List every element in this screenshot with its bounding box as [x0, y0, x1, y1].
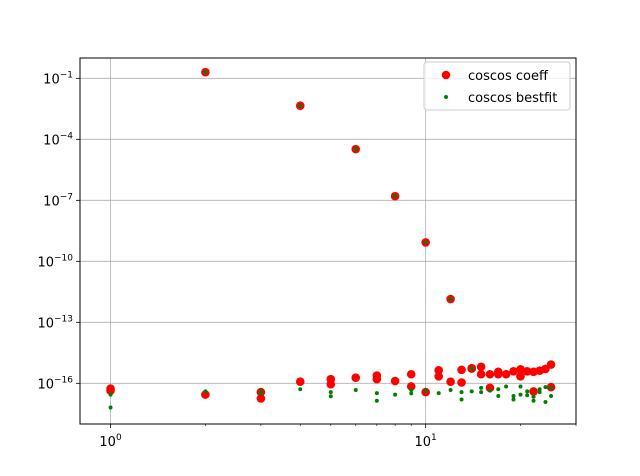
- data-point-coscos-bestfit-26: [469, 389, 474, 394]
- axes-frame: [79, 57, 577, 425]
- data-point-coscos-coeff-36: [516, 365, 525, 374]
- data-point-coscos-bestfit-37: [525, 389, 530, 394]
- data-point-coscos-bestfit-2: [203, 70, 208, 75]
- data-point-coscos-coeff-3: [201, 390, 210, 399]
- data-point-coscos-bestfit-41: [537, 387, 542, 392]
- data-point-coscos-bestfit-25: [469, 366, 474, 371]
- plot-area: 100 101 10−16 10−13 10−10 10−7 10−4 10−1: [37, 57, 577, 450]
- data-point-coscos-bestfit-34: [511, 397, 516, 402]
- data-point-coscos-coeff-28: [476, 362, 486, 372]
- data-point-coscos-coeff-30: [485, 369, 495, 379]
- data-point-coscos-coeff-15: [390, 376, 400, 386]
- data-point-coscos-bestfit-11: [353, 388, 358, 392]
- data-point-coscos-coeff-25: [457, 378, 466, 387]
- data-point-coscos-bestfit-5: [258, 391, 263, 396]
- y-tick-label-3: 10−7: [43, 192, 73, 209]
- data-point-coscos-coeff-37: [516, 372, 525, 381]
- data-point-coscos-bestfit-15: [393, 392, 398, 397]
- data-point-coscos-bestfit-10: [353, 147, 358, 152]
- data-point-coscos-coeff-16: [406, 369, 416, 379]
- data-point-coscos-coeff-5: [256, 394, 266, 403]
- data-point-coscos-coeff-9: [326, 379, 336, 389]
- axes-background: [80, 58, 576, 424]
- legend: coscos coeff coscos bestfit: [423, 61, 571, 111]
- data-point-coscos-coeff-35: [509, 367, 518, 376]
- y-tick-label-2: 10−10: [37, 253, 73, 270]
- data-point-coscos-bestfit-3: [203, 389, 208, 394]
- data-point-coscos-bestfit-28: [479, 390, 484, 395]
- x-tick-label-0: 100: [99, 433, 122, 450]
- data-point-coscos-bestfit-20: [436, 391, 441, 396]
- data-point-coscos-bestfit-12: [374, 391, 379, 396]
- x-tick-label-1: 101: [415, 433, 437, 450]
- data-point-coscos-coeff-33: [493, 369, 503, 379]
- data-point-coscos-bestfit-9: [328, 394, 333, 399]
- data-point-coscos-bestfit-42: [537, 390, 542, 395]
- data-point-coscos-coeff-20: [434, 365, 444, 375]
- data-point-coscos-bestfit-30: [496, 387, 501, 392]
- data-point-coscos-coeff-34: [501, 369, 511, 379]
- data-point-coscos-bestfit-32: [504, 384, 509, 389]
- data-point-coscos-coeff-31: [485, 383, 495, 393]
- data-point-coscos-bestfit-6: [298, 103, 303, 108]
- data-point-coscos-bestfit-31: [496, 393, 501, 398]
- data-point-coscos-coeff-1: [106, 386, 115, 395]
- data-point-coscos-coeff-43: [546, 360, 556, 369]
- data-point-coscos-bestfit-29: [487, 388, 492, 393]
- data-point-coscos-bestfit-14: [393, 194, 398, 199]
- data-point-coscos-bestfit-22: [448, 388, 453, 392]
- data-point-coscos-bestfit-36: [518, 392, 523, 397]
- data-point-coscos-bestfit-44: [543, 400, 548, 405]
- data-point-coscos-bestfit-23: [459, 390, 464, 395]
- axis-ticks: 100 101 10−16 10−13 10−10 10−7 10−4 10−1: [37, 70, 577, 450]
- data-point-coscos-bestfit-8: [328, 390, 333, 395]
- data-point-coscos-bestfit-17: [409, 391, 414, 396]
- data-point-coscos-bestfit-27: [479, 385, 484, 390]
- data-point-coscos-bestfit-39: [531, 394, 536, 399]
- data-point-coscos-coeff-13: [372, 374, 382, 384]
- data-point-coscos-coeff-7: [295, 377, 305, 387]
- data-point-coscos-coeff-11: [351, 373, 361, 382]
- data-point-coscos-bestfit-19: [423, 388, 428, 393]
- data-point-coscos-bestfit-38: [525, 393, 530, 398]
- data-points: [106, 67, 556, 410]
- data-point-coscos-bestfit-33: [511, 393, 516, 398]
- data-point-coscos-bestfit-16: [409, 388, 414, 392]
- data-point-coscos-coeff-29: [476, 369, 486, 379]
- legend-marker-coscos-coeff: [441, 70, 451, 80]
- data-point-coscos-bestfit-1: [108, 405, 113, 410]
- data-point-coscos-bestfit-21: [448, 297, 453, 302]
- y-tick-label-4: 10−4: [43, 131, 73, 148]
- data-point-coscos-bestfit-45: [549, 385, 554, 390]
- data-point-coscos-bestfit-0: [108, 392, 113, 397]
- legend-box: [423, 61, 571, 111]
- data-point-coscos-coeff-24: [457, 365, 466, 375]
- data-point-coscos-coeff-38: [522, 367, 532, 376]
- data-point-coscos-coeff-17: [406, 382, 416, 391]
- legend-label-coscos-coeff: coscos coeff: [468, 69, 549, 84]
- data-point-coscos-bestfit-46: [549, 393, 554, 398]
- legend-marker-coscos-bestfit: [444, 95, 448, 99]
- y-tick-label-1: 10−13: [37, 314, 73, 331]
- legend-label-coscos-bestfit: coscos bestfit: [468, 91, 557, 106]
- data-point-coscos-bestfit-43: [543, 385, 548, 390]
- data-point-coscos-coeff-23: [446, 377, 455, 387]
- data-point-coscos-coeff-40: [529, 387, 538, 396]
- data-point-coscos-coeff-21: [434, 372, 444, 381]
- data-point-coscos-bestfit-40: [531, 398, 536, 403]
- data-point-coscos-bestfit-13: [374, 398, 379, 403]
- data-point-coscos-bestfit-24: [459, 397, 464, 402]
- data-point-coscos-bestfit-35: [518, 384, 523, 389]
- data-point-coscos-bestfit-18: [423, 240, 428, 245]
- y-tick-label-5: 10−1: [43, 70, 73, 87]
- data-point-coscos-bestfit-7: [298, 387, 303, 392]
- y-tick-label-0: 10−16: [37, 375, 73, 392]
